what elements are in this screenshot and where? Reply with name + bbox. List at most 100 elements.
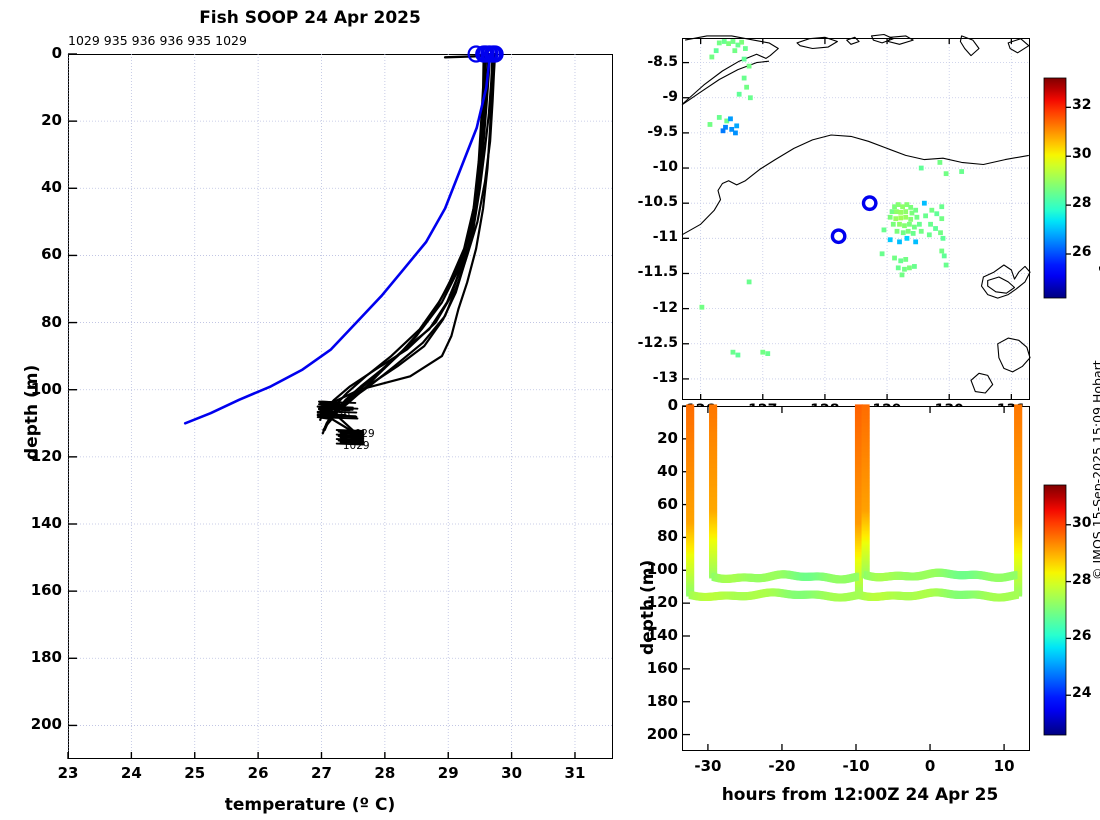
coastline xyxy=(681,60,770,106)
sst-pixel xyxy=(900,230,906,236)
profile-x-tick: 26 xyxy=(247,764,269,782)
sst-pixel xyxy=(730,39,736,44)
cast-profile xyxy=(854,404,863,599)
profile-line xyxy=(319,52,492,421)
sst-pixel xyxy=(890,221,896,227)
coastline xyxy=(959,35,980,57)
profile-y-tick: 160 xyxy=(30,581,62,600)
sst-pixel xyxy=(893,209,899,215)
sst-pixel xyxy=(741,56,747,62)
section-y-tick: 80 xyxy=(657,527,678,546)
sst-pixel xyxy=(938,230,943,236)
profile-end-label: 1029 xyxy=(342,440,370,453)
sst-pixel xyxy=(728,116,733,122)
map-latitude-tick: -13 xyxy=(652,369,678,386)
cast-profile xyxy=(686,404,695,597)
sst-pixel xyxy=(928,221,933,227)
sst-pixel xyxy=(733,130,738,136)
sst-pixel xyxy=(895,265,901,271)
temperature-depth-profile-plot: 1029 935 936 936 935 1029 23 24 25 26 27 28 29… xyxy=(22,33,613,815)
section-x-tick: -30 xyxy=(694,757,722,775)
sst-pixel xyxy=(879,251,885,257)
sst-pixel xyxy=(881,227,887,233)
profile-y-tick: 100 xyxy=(30,379,62,398)
sst-pixel xyxy=(913,239,919,245)
profile-y-tick: 60 xyxy=(41,245,62,264)
coastline xyxy=(1007,38,1030,54)
sst-pixel xyxy=(729,126,735,132)
coastline xyxy=(887,35,914,45)
profile-x-tick: 24 xyxy=(120,764,142,782)
sst-pixel xyxy=(887,214,893,220)
profile-end-label: 936 xyxy=(330,408,351,421)
sst-pixel xyxy=(926,232,932,238)
map-latitude-tick: -12 xyxy=(652,299,678,316)
cast-profile xyxy=(861,404,870,579)
profile-y-tick: 20 xyxy=(41,111,62,130)
profile-line xyxy=(321,52,485,435)
map-latitude-tick: -11 xyxy=(652,229,678,246)
sst-pixel xyxy=(895,202,901,207)
station-marker xyxy=(861,195,878,212)
sst-pixel xyxy=(716,115,722,120)
sst-pixel xyxy=(908,205,914,210)
sst-pixel xyxy=(921,200,927,206)
sst-colorbar-tick: 28 xyxy=(1072,195,1092,212)
sst-pixel xyxy=(959,169,965,174)
sst-pixel xyxy=(943,171,949,177)
sst-pixel xyxy=(918,228,924,234)
sst-pixel xyxy=(898,258,904,264)
sst-pixel xyxy=(903,214,909,220)
sst-pixel xyxy=(699,304,705,310)
sst-pixel xyxy=(730,349,736,355)
temperature-colorbar-tick: 26 xyxy=(1072,628,1092,645)
sst-pixel xyxy=(741,75,747,81)
profile-y-axis-label: depth (m) xyxy=(22,364,42,460)
station-marker xyxy=(830,228,847,245)
profile-x-tick: 25 xyxy=(184,764,206,782)
section-x-tick: 0 xyxy=(924,757,936,775)
section-x-tick: 10 xyxy=(993,757,1015,775)
sst-pixel xyxy=(912,224,917,230)
sst-pixel xyxy=(910,231,916,236)
sst-pixel xyxy=(939,216,945,222)
coastline xyxy=(997,337,1031,373)
sst-pixel xyxy=(903,257,909,262)
sst-pixel xyxy=(899,272,905,278)
sst-pixel xyxy=(713,48,719,54)
sst-pixel xyxy=(914,214,920,220)
section-x-axis-label: hours from 12:00Z 24 Apr 25 xyxy=(721,785,999,805)
section-x-tick: -20 xyxy=(768,757,796,775)
sst-pixel xyxy=(887,237,893,243)
sst-pixel xyxy=(898,215,904,221)
coastline xyxy=(870,33,894,44)
sst-pixel xyxy=(709,54,715,60)
sst-pixel xyxy=(912,264,917,269)
sst-pixel xyxy=(929,207,935,213)
section-y-tick: 40 xyxy=(657,461,678,480)
map-latitude-tick: -10.5 xyxy=(637,194,678,211)
sst-pixel xyxy=(765,351,771,357)
profile-y-tick: 120 xyxy=(30,446,62,465)
tow-track xyxy=(711,570,860,584)
map-latitude-tick: -9.5 xyxy=(647,123,678,140)
coastline xyxy=(846,36,860,45)
sst-pixel xyxy=(716,40,722,46)
sst-pixel xyxy=(736,91,742,97)
sst-pixel xyxy=(746,63,752,69)
sst-pixel xyxy=(760,349,766,355)
sst-pixel xyxy=(721,39,727,44)
copyright-notice: © IMOS 15-Sep-2025 15:09 Hobart xyxy=(1090,360,1100,580)
profile-x-tick: 31 xyxy=(564,764,586,782)
sst-pixel xyxy=(937,160,943,165)
profile-y-tick: 140 xyxy=(30,514,62,532)
sst-pixel xyxy=(898,209,904,215)
sst-pixel xyxy=(720,128,726,134)
sst-pixel xyxy=(907,221,912,227)
profile-y-tick: 0 xyxy=(51,44,62,62)
sst-colorbar-tick: 26 xyxy=(1072,244,1092,260)
time-depth-section-plot: -30 -20 -10 0 10 0 20 40 60 80 100 120 140 160 180 200… xyxy=(620,395,1100,820)
tow-track xyxy=(857,588,1020,602)
sst-pixel xyxy=(923,213,928,219)
map-latitude-tick: -12.5 xyxy=(637,334,678,351)
